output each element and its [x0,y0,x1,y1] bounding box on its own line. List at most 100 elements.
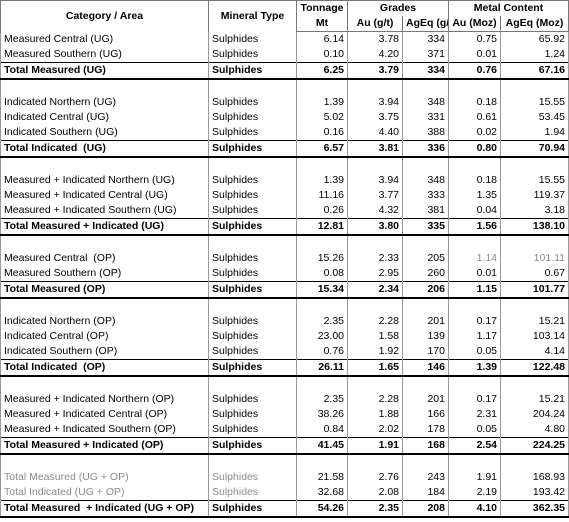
value-cell: 3.81 [347,140,403,158]
category-cell: Indicated Northern (OP) [0,314,209,329]
value-cell: 12.81 [296,218,348,236]
empty-cell [448,454,501,470]
spacer-row [0,235,569,251]
value-cell: 336 [402,140,449,158]
value-cell: 2.28 [347,392,403,407]
total-row: Total Measured + Indicated (UG) Sulphides… [0,218,569,236]
mineral-cell: Sulphides [208,203,297,219]
mineral-cell: Sulphides [208,266,297,282]
data-row: Measured Central (OP) Sulphides 15.26 2.33 2… [0,251,569,266]
value-cell: 178 [402,422,449,438]
value-cell: 15.34 [296,281,348,299]
value-cell: 32.68 [296,485,348,501]
value-cell: 5.02 [296,110,348,125]
mineral-cell: Sulphides [208,95,297,110]
value-cell: 101.77 [499,281,569,299]
total-row: Total Measured (OP) Sulphides 15.34 2.34 206… [0,281,569,299]
data-row: Indicated Central (UG) Sulphides 5.02 3.75 3… [0,110,569,125]
value-cell: 1.39 [296,95,348,110]
header-cell: Tonnage [296,0,348,16]
value-cell: 205 [402,251,449,266]
value-cell: 67.16 [499,62,569,80]
data-row: Total Indicated (UG + OP) Sulphides 32.68 2… [0,485,569,501]
empty-cell [208,235,297,251]
value-cell: 101.11 [499,251,569,266]
value-cell: 0.08 [296,266,348,282]
value-cell: 1.15 [448,281,501,299]
spacer-row [0,454,569,470]
empty-cell [347,376,403,392]
category-cell: Measured + Indicated Southern (UG) [0,203,209,219]
category-cell: Measured + Indicated Central (UG) [0,188,209,203]
value-cell: 168.93 [499,470,569,485]
value-cell: 0.80 [448,140,501,158]
value-cell: 70.94 [499,140,569,158]
value-cell: 65.92 [499,31,569,47]
total-row: Total Indicated (OP) Sulphides 26.11 1.65 14… [0,359,569,377]
value-cell: 15.21 [499,392,569,407]
value-cell: 193.42 [499,485,569,501]
data-row: Total Measured (UG + OP) Sulphides 21.58 2.… [0,470,569,485]
mineral-cell: Sulphides [208,392,297,407]
empty-cell [499,454,569,470]
category-cell: Indicated Northern (UG) [0,95,209,110]
value-cell: 348 [402,95,449,110]
value-cell: 0.01 [448,47,501,63]
category-cell: Total Measured (UG + OP) [0,470,209,485]
category-cell: Indicated Southern (OP) [0,344,209,360]
value-cell: 204.24 [499,407,569,422]
value-cell: 3.78 [347,31,403,47]
header-cell: Category / Area [0,0,209,32]
header-cell: Metal Content [447,0,569,16]
value-cell: 0.76 [448,62,501,80]
category-cell: Measured Central (OP) [0,251,209,266]
value-cell: 3.79 [347,62,403,80]
value-cell: 2.35 [296,392,348,407]
value-cell: 0.61 [448,110,501,125]
value-cell: 206 [402,281,449,299]
data-row: Measured + Indicated Southern (OP) Sulphi… [0,422,569,438]
value-cell: 1.39 [448,359,501,377]
value-cell: 4.32 [347,203,403,219]
empty-cell [402,157,449,173]
value-cell: 2.95 [347,266,403,282]
value-cell: 41.45 [296,437,348,455]
empty-cell [296,298,348,314]
value-cell: 184 [402,485,449,501]
data-row: Measured + Indicated Northern (UG) Sulphi… [0,173,569,188]
empty-cell [347,454,403,470]
value-cell: 2.08 [347,485,403,501]
mineral-cell: Sulphides [208,218,297,236]
category-cell: Total Indicated (OP) [0,359,209,377]
value-cell: 0.75 [448,31,501,47]
value-cell: 333 [402,188,449,203]
value-cell: 0.05 [448,344,501,360]
value-cell: 1.14 [448,251,501,266]
mineral-cell: Sulphides [208,470,297,485]
value-cell: 2.28 [347,314,403,329]
empty-cell [208,157,297,173]
value-cell: 54.26 [296,500,348,518]
category-cell: Indicated Central (OP) [0,329,209,344]
value-cell: 138.10 [499,218,569,236]
category-cell: Measured + Indicated Southern (OP) [0,422,209,438]
value-cell: 3.77 [347,188,403,203]
empty-cell [402,79,449,95]
category-cell: Total Indicated (UG) [0,140,209,158]
mineral-cell: Sulphides [208,437,297,455]
header-cell: Grades [347,0,449,16]
empty-cell [208,454,297,470]
value-cell: 1.39 [296,173,348,188]
header-cell: Mineral Type [208,0,297,32]
empty-cell [499,79,569,95]
value-cell: 6.14 [296,31,348,47]
mineral-cell: Sulphides [208,110,297,125]
category-cell: Measured + Indicated Northern (OP) [0,392,209,407]
category-cell: Total Measured + Indicated (UG + OP) [0,500,209,518]
value-cell: 1.17 [448,329,501,344]
empty-cell [499,235,569,251]
value-cell: 139 [402,329,449,344]
value-cell: 1.24 [499,47,569,63]
